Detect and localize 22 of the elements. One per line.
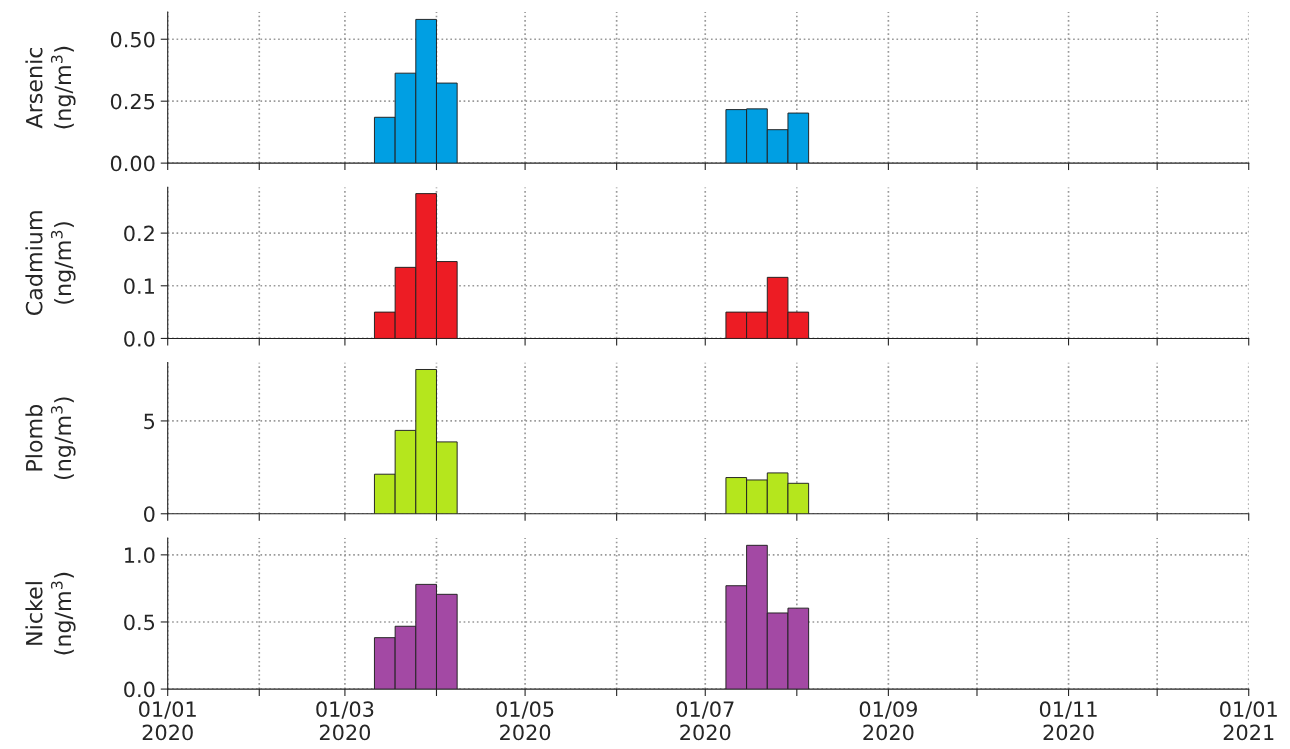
y-axis-title: Plomb (ng/m$^{3}$) [25, 397, 76, 480]
y-tick-label: 0.0 [124, 330, 155, 347]
y-tick-label: 0.25 [110, 93, 155, 110]
x-tick-label: 01/05 2020 [496, 701, 554, 741]
x-tick-label: 01/03 2020 [316, 701, 374, 741]
y-tick-label: 0 [144, 506, 155, 522]
y-tick-label: 0.2 [124, 225, 154, 242]
y-axis-title: Cadmium (ng/m$^{3}$) [25, 211, 76, 316]
y-tick-label: 0.00 [110, 155, 155, 172]
y-axis-title: Arsenic (ng/m$^{3}$) [25, 46, 76, 129]
y-tick-label: 0.1 [124, 278, 154, 294]
y-tick-label: 1.0 [125, 547, 155, 564]
y-tick-label: 0.0 [124, 681, 155, 698]
x-tick-label: 01/11 2020 [1039, 701, 1097, 741]
x-tick-label: 01/07 2020 [676, 701, 734, 741]
y-tick-label: 5 [144, 413, 155, 430]
y-tick-label: 0.50 [110, 31, 155, 48]
x-tick-label: 01/09 2020 [859, 701, 917, 741]
x-tick-label: 01/01 2020 [139, 701, 196, 741]
y-tick-label: 0.5 [124, 614, 155, 631]
y-axis-title: Nickel (ng/m$^{3}$) [25, 572, 76, 655]
x-tick-label: 01/01 2021 [1220, 701, 1277, 741]
